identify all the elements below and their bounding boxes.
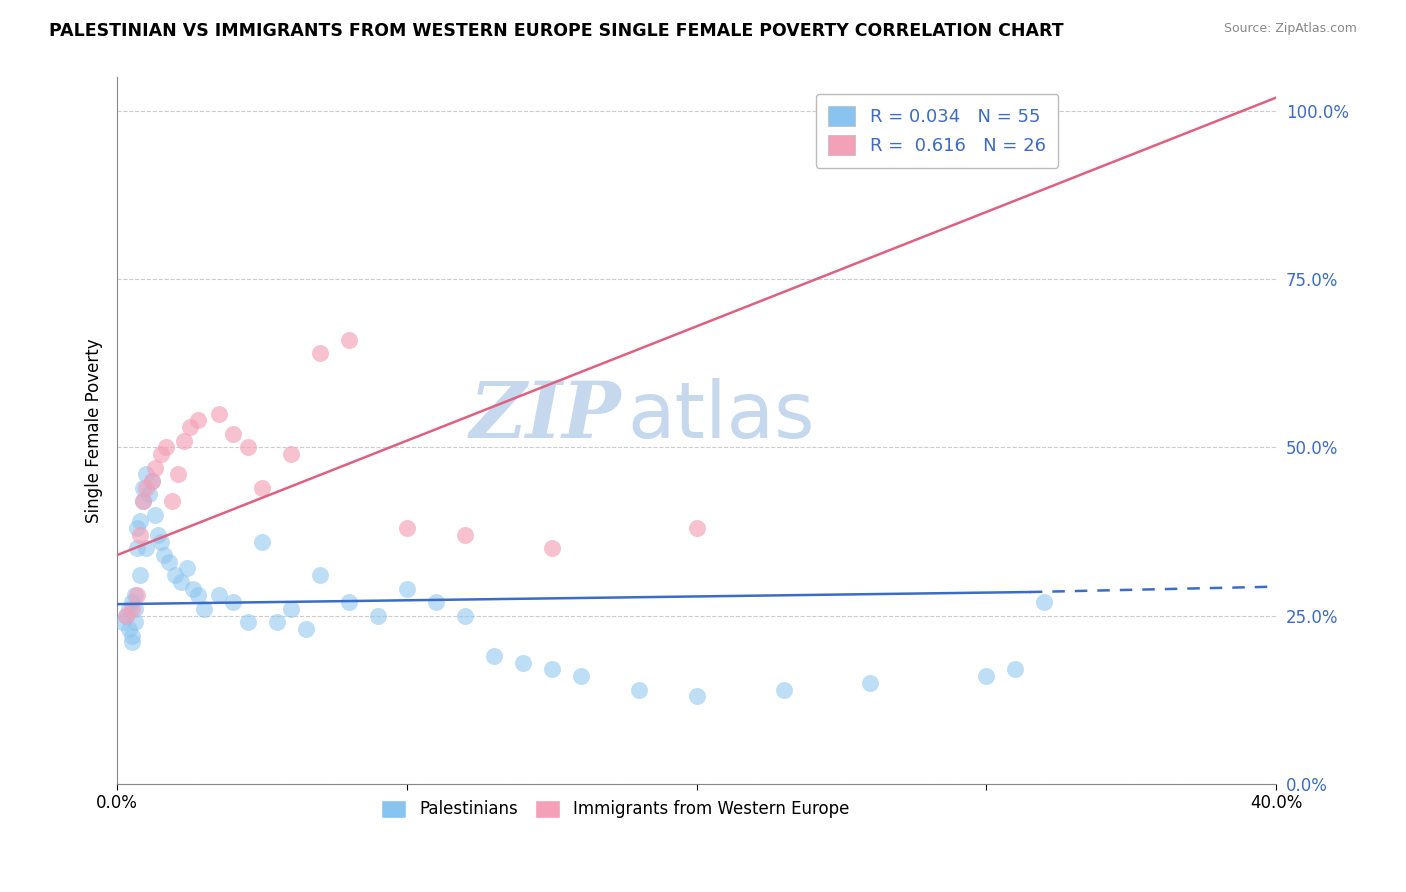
Point <box>337 595 360 609</box>
Point <box>135 467 157 482</box>
Point <box>157 555 180 569</box>
Point <box>176 561 198 575</box>
Point <box>149 534 172 549</box>
Point <box>569 669 592 683</box>
Point <box>124 615 146 630</box>
Point <box>222 426 245 441</box>
Point <box>512 656 534 670</box>
Point <box>121 629 143 643</box>
Point <box>132 494 155 508</box>
Point <box>627 682 650 697</box>
Point <box>152 548 174 562</box>
Legend: Palestinians, Immigrants from Western Europe: Palestinians, Immigrants from Western Eu… <box>374 793 856 825</box>
Point <box>121 595 143 609</box>
Point <box>685 690 707 704</box>
Point <box>132 481 155 495</box>
Point <box>685 521 707 535</box>
Point <box>859 676 882 690</box>
Point <box>236 615 259 630</box>
Point <box>193 602 215 616</box>
Point <box>111 615 134 630</box>
Point <box>337 333 360 347</box>
Point <box>1004 662 1026 676</box>
Point <box>121 602 143 616</box>
Point <box>149 447 172 461</box>
Point <box>179 420 201 434</box>
Text: atlas: atlas <box>627 378 814 454</box>
Text: ZIP: ZIP <box>470 378 621 455</box>
Point <box>1033 595 1056 609</box>
Point <box>121 635 143 649</box>
Point <box>367 608 389 623</box>
Point <box>129 568 152 582</box>
Point <box>207 588 229 602</box>
Point <box>187 588 209 602</box>
Point <box>115 608 138 623</box>
Point <box>127 541 149 556</box>
Point <box>115 608 138 623</box>
Point <box>976 669 998 683</box>
Point <box>454 528 477 542</box>
Point <box>162 494 184 508</box>
Point <box>124 602 146 616</box>
Point <box>129 515 152 529</box>
Point <box>127 521 149 535</box>
Point <box>187 413 209 427</box>
Point <box>309 568 332 582</box>
Point <box>132 494 155 508</box>
Point <box>118 622 141 636</box>
Point <box>236 441 259 455</box>
Point <box>250 481 273 495</box>
Point <box>181 582 204 596</box>
Point <box>395 521 418 535</box>
Point <box>141 474 163 488</box>
Point <box>309 346 332 360</box>
Point <box>207 407 229 421</box>
Point <box>266 615 288 630</box>
Point <box>118 602 141 616</box>
Point <box>124 588 146 602</box>
Point <box>280 447 302 461</box>
Text: PALESTINIAN VS IMMIGRANTS FROM WESTERN EUROPE SINGLE FEMALE POVERTY CORRELATION : PALESTINIAN VS IMMIGRANTS FROM WESTERN E… <box>49 22 1064 40</box>
Point <box>146 528 169 542</box>
Point <box>280 602 302 616</box>
Point <box>222 595 245 609</box>
Point <box>250 534 273 549</box>
Text: Source: ZipAtlas.com: Source: ZipAtlas.com <box>1223 22 1357 36</box>
Point <box>482 648 505 663</box>
Point <box>141 474 163 488</box>
Point <box>425 595 447 609</box>
Point <box>135 541 157 556</box>
Point <box>170 574 193 589</box>
Point <box>155 441 177 455</box>
Point <box>395 582 418 596</box>
Point <box>165 568 187 582</box>
Point <box>167 467 190 482</box>
Point <box>540 541 562 556</box>
Y-axis label: Single Female Poverty: Single Female Poverty <box>86 338 103 523</box>
Point <box>540 662 562 676</box>
Point <box>294 622 316 636</box>
Point <box>129 528 152 542</box>
Point <box>454 608 477 623</box>
Point <box>772 682 794 697</box>
Point <box>143 460 166 475</box>
Point <box>127 588 149 602</box>
Point <box>173 434 195 448</box>
Point <box>135 481 157 495</box>
Point <box>138 487 160 501</box>
Point <box>143 508 166 522</box>
